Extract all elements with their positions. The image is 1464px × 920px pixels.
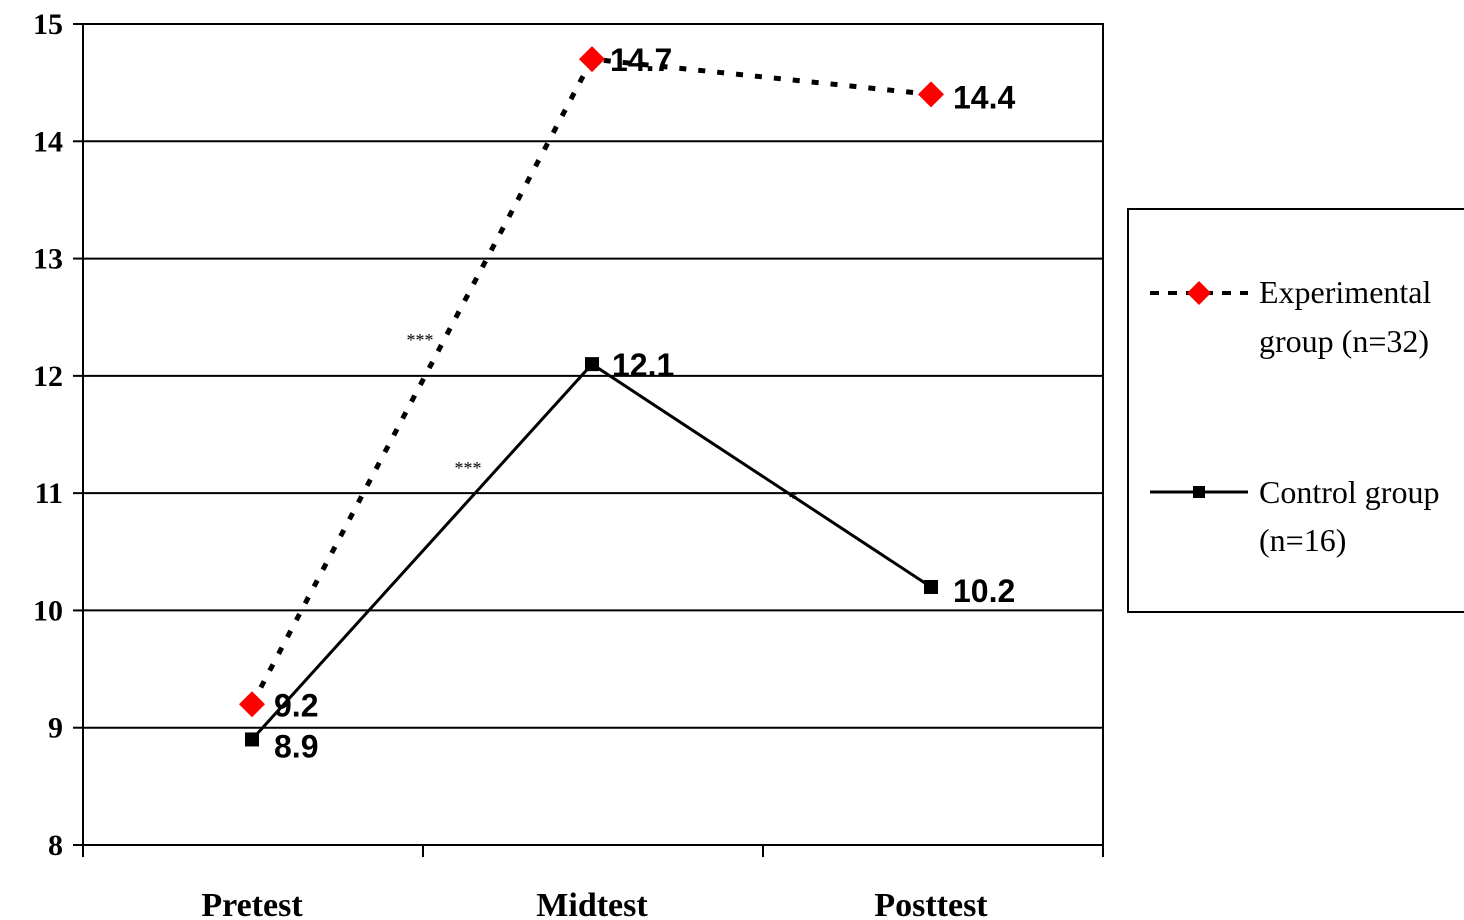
legend-label: group (n=32) xyxy=(1259,323,1429,359)
legend-box xyxy=(1127,208,1464,613)
data-point-diamond xyxy=(579,46,605,73)
legend-label: Experimental xyxy=(1259,274,1431,310)
legend: Experimental group (n=32) Control group (n=… xyxy=(1127,208,1464,613)
data-point-diamond xyxy=(239,691,265,718)
significance-annotation: *** xyxy=(407,330,434,350)
data-point-square xyxy=(245,732,259,747)
data-point-square xyxy=(585,357,599,372)
data-label: 8.9 xyxy=(274,728,318,764)
series-lines xyxy=(239,46,944,747)
data-label: 14.4 xyxy=(953,79,1015,115)
y-tick-label: 15 xyxy=(33,8,63,41)
y-tick-label: 11 xyxy=(35,477,63,510)
y-tick-label: 14 xyxy=(33,125,63,158)
x-category-label: Midtest xyxy=(536,887,648,920)
data-point-square xyxy=(1193,486,1205,498)
data-label: 12.1 xyxy=(612,347,674,383)
y-tick-label: 10 xyxy=(33,594,63,627)
y-tick-label: 12 xyxy=(33,360,63,393)
y-tick-label: 9 xyxy=(48,712,63,745)
significance-annotation: *** xyxy=(455,458,482,478)
data-label: 10.2 xyxy=(953,573,1015,609)
y-tick-label: 13 xyxy=(33,243,63,276)
axes: 8 9 10 11 12 13 14 15 Pretest Midtest Posttest xyxy=(33,8,1104,920)
series-line-control xyxy=(250,362,932,741)
significance-annotation: * xyxy=(789,488,798,508)
data-point-diamond xyxy=(1187,281,1211,305)
legend-label: (n=16) xyxy=(1259,522,1346,558)
data-point-diamond xyxy=(918,81,944,108)
x-category-label: Posttest xyxy=(874,887,988,920)
series-line-experimental xyxy=(249,56,932,706)
data-labels: 9.214.714.48.912.110.2******* xyxy=(274,42,1015,764)
plot-area xyxy=(82,23,1104,846)
y-tick-label: 8 xyxy=(48,829,63,862)
data-label: 14.7 xyxy=(610,42,672,78)
data-label: 9.2 xyxy=(274,687,318,723)
gridlines xyxy=(83,23,1103,846)
data-point-square xyxy=(924,579,938,594)
x-category-label: Pretest xyxy=(201,887,303,920)
legend-label: Control group xyxy=(1259,474,1439,510)
